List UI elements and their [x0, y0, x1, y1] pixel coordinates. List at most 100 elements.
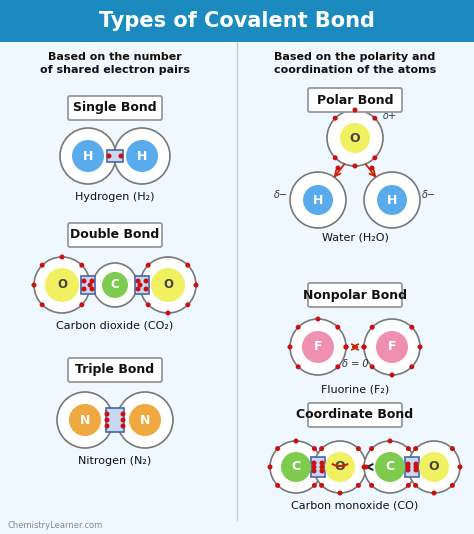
Circle shape	[136, 287, 140, 292]
Text: Carbon dioxide (CO₂): Carbon dioxide (CO₂)	[56, 321, 173, 331]
FancyBboxPatch shape	[308, 88, 402, 112]
Circle shape	[369, 483, 374, 488]
Circle shape	[413, 483, 418, 488]
Circle shape	[370, 325, 375, 329]
Circle shape	[377, 185, 407, 215]
Text: O: O	[350, 131, 360, 145]
Circle shape	[450, 446, 455, 451]
Circle shape	[281, 452, 311, 482]
Circle shape	[356, 446, 361, 451]
Circle shape	[120, 418, 126, 422]
Circle shape	[364, 319, 420, 375]
Circle shape	[319, 460, 325, 466]
Circle shape	[290, 172, 346, 228]
Circle shape	[312, 483, 317, 488]
Circle shape	[57, 392, 113, 448]
Circle shape	[120, 423, 126, 428]
Text: O: O	[163, 279, 173, 292]
Circle shape	[409, 364, 414, 370]
Text: Fluorine (F₂): Fluorine (F₂)	[321, 385, 389, 395]
Circle shape	[337, 491, 343, 496]
Text: N: N	[140, 413, 150, 427]
Text: Carbon monoxide (CO): Carbon monoxide (CO)	[292, 501, 419, 511]
Text: Nitrogen (N₂): Nitrogen (N₂)	[78, 456, 152, 466]
Text: F: F	[314, 341, 322, 354]
FancyBboxPatch shape	[308, 403, 402, 427]
Text: δ = 0: δ = 0	[342, 359, 368, 369]
Text: δ+: δ+	[383, 111, 397, 121]
Text: C: C	[292, 460, 301, 474]
Bar	[311, 457, 325, 477]
Text: Polar Bond: Polar Bond	[317, 93, 393, 106]
Circle shape	[316, 317, 320, 321]
Text: O: O	[335, 460, 346, 474]
Circle shape	[126, 140, 158, 172]
Circle shape	[344, 344, 348, 349]
Circle shape	[137, 282, 143, 287]
Circle shape	[314, 441, 366, 493]
Circle shape	[302, 331, 334, 363]
Circle shape	[362, 344, 366, 349]
Circle shape	[185, 263, 190, 268]
Circle shape	[151, 268, 185, 302]
Bar	[405, 457, 419, 477]
Circle shape	[82, 287, 86, 292]
Circle shape	[405, 461, 410, 467]
Text: Single Bond: Single Bond	[73, 101, 157, 114]
Text: Based on the polarity and
coordination of the atoms: Based on the polarity and coordination o…	[274, 52, 436, 75]
Circle shape	[390, 373, 394, 378]
Circle shape	[34, 257, 90, 313]
Text: C: C	[385, 460, 394, 474]
Circle shape	[372, 155, 377, 160]
Circle shape	[69, 404, 101, 436]
Circle shape	[293, 438, 299, 444]
Circle shape	[336, 166, 340, 170]
Circle shape	[312, 446, 317, 451]
Text: δ−: δ−	[274, 190, 288, 200]
Circle shape	[88, 282, 92, 287]
Circle shape	[311, 468, 317, 474]
Circle shape	[267, 465, 273, 469]
Circle shape	[319, 468, 325, 474]
Circle shape	[90, 279, 94, 284]
Circle shape	[319, 465, 325, 469]
Circle shape	[369, 446, 374, 451]
Circle shape	[120, 412, 126, 417]
Circle shape	[319, 446, 324, 451]
Circle shape	[72, 140, 104, 172]
Circle shape	[40, 302, 45, 307]
Circle shape	[408, 441, 460, 493]
Circle shape	[406, 483, 411, 488]
FancyBboxPatch shape	[68, 223, 162, 247]
Text: H: H	[387, 193, 397, 207]
Text: Based on the number
of shared electron pairs: Based on the number of shared electron p…	[40, 52, 190, 75]
Circle shape	[319, 483, 324, 488]
Circle shape	[140, 257, 196, 313]
Circle shape	[90, 287, 94, 292]
Circle shape	[419, 452, 449, 482]
Circle shape	[364, 465, 368, 469]
Text: C: C	[110, 279, 119, 292]
Circle shape	[185, 302, 190, 307]
Circle shape	[31, 282, 36, 287]
Circle shape	[311, 460, 317, 466]
Text: O: O	[428, 460, 439, 474]
Circle shape	[370, 166, 374, 170]
Circle shape	[303, 185, 333, 215]
Circle shape	[353, 107, 357, 113]
Text: N: N	[80, 413, 90, 427]
Circle shape	[270, 441, 322, 493]
Circle shape	[405, 467, 410, 473]
Circle shape	[409, 325, 414, 329]
Bar	[107, 150, 123, 162]
Text: H: H	[313, 193, 323, 207]
Text: Triple Bond: Triple Bond	[75, 364, 155, 376]
Circle shape	[114, 128, 170, 184]
Text: F: F	[388, 341, 396, 354]
Text: Water (H₂O): Water (H₂O)	[321, 233, 388, 243]
Circle shape	[325, 452, 355, 482]
Circle shape	[146, 302, 151, 307]
Circle shape	[457, 465, 463, 469]
Circle shape	[413, 446, 418, 451]
Text: Nonpolar Bond: Nonpolar Bond	[303, 288, 407, 302]
